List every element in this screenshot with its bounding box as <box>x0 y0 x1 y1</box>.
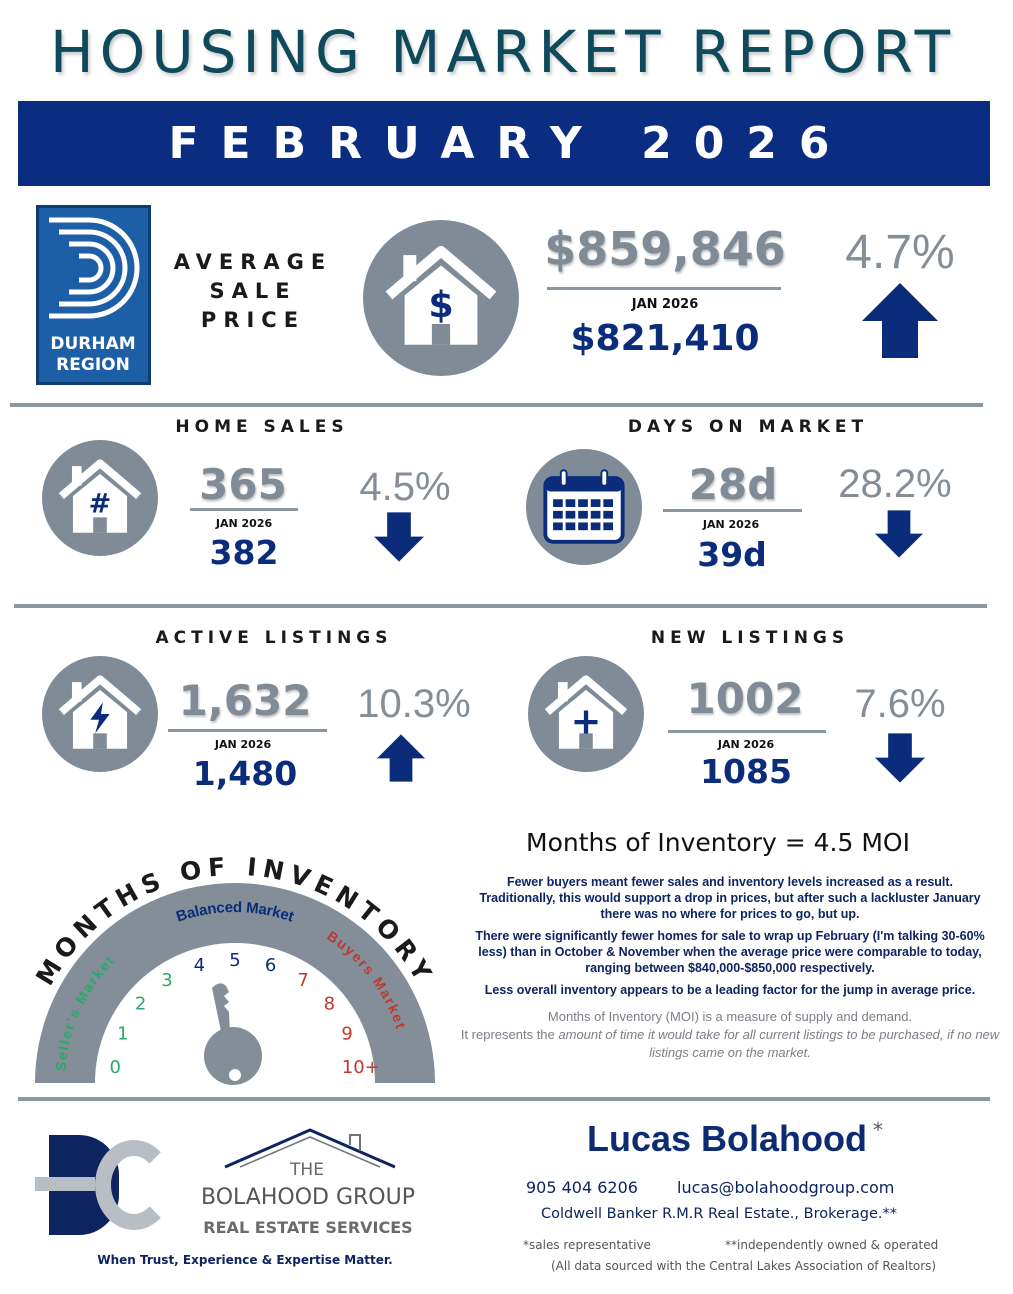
gauge-tick-7: 7 <box>297 970 308 991</box>
month-banner <box>18 101 990 186</box>
avg-price-value: $859,846 <box>544 222 786 276</box>
banner-month: FEBRUARY 2026 <box>168 118 852 169</box>
group-the: THE <box>290 1160 324 1180</box>
days-on-market-label: DAYS ON MARKET <box>627 417 869 437</box>
arrow-down-icon <box>374 512 424 562</box>
arrow-up-icon <box>377 734 425 782</box>
gauge-tick-5: 5 <box>229 950 240 971</box>
moi-definition-1: Months of Inventory (MOI) is a measure o… <box>547 1009 913 1024</box>
home-sales-prev-value: 382 <box>209 533 279 572</box>
brokerage: Coldwell Banker R.M.R Real Estate., Brok… <box>541 1206 897 1222</box>
house-lightning-icon <box>42 656 158 772</box>
group-name: BOLAHOOD GROUP <box>201 1185 415 1210</box>
avg-price-change: 4.7% <box>845 226 955 279</box>
new-listings-label: NEW LISTINGS <box>650 628 850 648</box>
gauge-tick-2: 2 <box>135 994 146 1015</box>
new-listings-change: 7.6% <box>854 682 946 726</box>
calendar-icon <box>526 449 642 565</box>
gauge-tick-8: 8 <box>324 994 335 1015</box>
svg-text:+: + <box>571 699 602 742</box>
data-source: (All data sourced with the Central Lakes… <box>551 1259 937 1273</box>
durham-d-icon <box>49 217 140 319</box>
house-plus-icon: + <box>528 656 644 772</box>
dom-value: 28d <box>688 460 778 509</box>
avg-price-prev-value: $821,410 <box>570 318 760 359</box>
divider <box>18 1097 990 1101</box>
avg-price-label-1: AVERAGE <box>173 250 333 274</box>
gauge-tick-9: 9 <box>341 1023 352 1044</box>
gauge-tick-0: 0 <box>110 1057 121 1078</box>
svg-text:#: # <box>89 489 112 520</box>
avg-price-prev-label: JAN 2026 <box>631 297 699 312</box>
gauge-tick-6: 6 <box>265 955 276 976</box>
group-sub: REAL ESTATE SERVICES <box>203 1218 413 1237</box>
home-sales-change: 4.5% <box>359 465 451 509</box>
new-listings-value: 1002 <box>686 674 804 723</box>
gauge-tick-1: 1 <box>117 1023 128 1044</box>
gauge-tick-4: 4 <box>194 955 205 976</box>
divider <box>14 604 987 608</box>
gauge-tick-3: 3 <box>161 970 172 991</box>
gauge-tick-10: 10+ <box>342 1057 380 1078</box>
note-independent: **independently owned & operated <box>725 1238 939 1252</box>
active-listings-prev-value: 1,480 <box>192 754 298 793</box>
moi-paragraph-1: Fewer buyers meant fewer sales and inven… <box>479 875 981 921</box>
new-listings-prev-label: JAN 2026 <box>717 738 775 751</box>
durham-text: DURHAM <box>50 334 136 354</box>
note-sales-rep: *sales representative <box>523 1238 651 1252</box>
divider <box>10 403 983 407</box>
roof-logo-icon <box>224 1128 396 1169</box>
agent-phone[interactable]: 905 404 6206 <box>526 1178 638 1197</box>
home-sales-label: HOME SALES <box>175 417 349 437</box>
house-hash-icon: # <box>42 440 158 556</box>
report-title: HOUSING MARKET REPORT <box>49 18 957 86</box>
key-icon <box>204 983 262 1085</box>
dom-prev-value: 39d <box>697 535 767 574</box>
def-text: It represents the <box>460 1027 559 1042</box>
moi-paragraph-2: There were significantly fewer homes for… <box>475 929 985 975</box>
moi-text-block: Fewer buyers meant fewer sales and inven… <box>452 874 1008 1062</box>
dom-change: 28.2% <box>838 462 952 506</box>
arrow-down-icon <box>875 733 925 783</box>
active-listings-label: ACTIVE LISTINGS <box>155 628 393 648</box>
active-listings-value: 1,632 <box>178 676 312 725</box>
tagline: When Trust, Experience & Expertise Matte… <box>97 1253 393 1267</box>
active-listings-prev-label: JAN 2026 <box>214 738 272 751</box>
svg-text:$: $ <box>428 284 453 327</box>
def-italic: amount of time it would take for all cur… <box>558 1027 1000 1060</box>
agent-mark: * <box>873 1118 884 1142</box>
home-sales-prev-label: JAN 2026 <box>215 517 273 530</box>
region-text: REGION <box>56 355 130 375</box>
avg-price-label-2: SALE <box>209 279 297 303</box>
agent-name-row: Lucas Bolahood * <box>587 1118 883 1160</box>
moi-definition-2: It represents the amount of time it woul… <box>452 1026 1008 1062</box>
dom-prev-label: JAN 2026 <box>702 518 760 531</box>
agent-email[interactable]: lucas@bolahoodgroup.com <box>677 1178 895 1197</box>
home-sales-value: 365 <box>199 460 287 509</box>
active-listings-change: 10.3% <box>357 682 471 726</box>
moi-heading: Months of Inventory = 4.5 MOI <box>526 828 910 857</box>
arrow-down-icon <box>875 510 923 558</box>
agent-name: Lucas Bolahood <box>586 1118 868 1159</box>
moi-gauge: MONTHS OF INVENTORY Seller's Market Bala… <box>30 852 435 1085</box>
bg-logo <box>35 1135 175 1235</box>
new-listings-prev-value: 1085 <box>700 752 792 791</box>
arrow-up-icon <box>862 283 938 358</box>
moi-paragraph-3: Less overall inventory appears to be a l… <box>484 983 976 997</box>
durham-region-logo: DURHAM REGION <box>36 205 151 385</box>
avg-price-label-3: PRICE <box>200 308 306 332</box>
house-dollar-icon: $ <box>363 220 519 376</box>
